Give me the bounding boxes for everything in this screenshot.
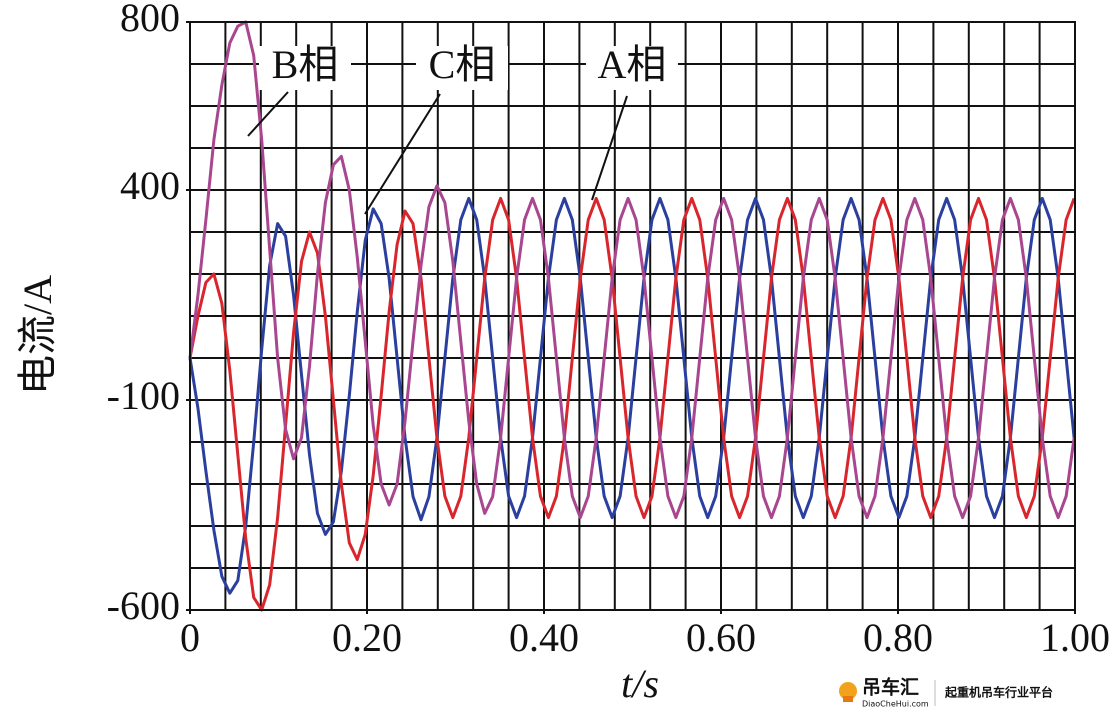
x-tick-label: 0.20 (332, 615, 402, 660)
x-tick-label: 0.40 (509, 615, 579, 660)
annotation-background (586, 46, 678, 90)
y-tick-label: 400 (120, 163, 180, 208)
series-line (188, 20, 1076, 520)
watermark-icon (843, 696, 853, 702)
x-tick-label: 0 (180, 615, 200, 660)
series-annotation: A相 (598, 42, 667, 87)
watermark-slogan: 起重机吊车行业平台 (944, 685, 1053, 700)
watermark-icon (839, 682, 857, 700)
y-tick-label: 800 (120, 0, 180, 40)
leader-line (364, 93, 441, 215)
annotations: B相 C相 A相 (189, 21, 1076, 611)
x-tick-label: 0.80 (863, 615, 933, 660)
lines (188, 20, 1076, 612)
series-line (188, 196, 1076, 612)
y-tick-label: -100 (107, 373, 180, 418)
series-annotation: B相 (272, 42, 339, 87)
leader-line (591, 95, 628, 201)
leader-line (247, 91, 289, 137)
plot-border (189, 21, 1076, 611)
x-tick-label: 0.60 (686, 615, 756, 660)
annotation-background (416, 46, 508, 90)
series-annotation: C相 (429, 42, 496, 87)
grid (189, 21, 1076, 611)
annotation-background (259, 46, 351, 90)
x-axis-label: t/s (621, 661, 659, 706)
y-axis-label: 电流/A (15, 275, 60, 395)
watermark-brand: 吊车汇 (862, 676, 919, 699)
y-tick-label: -600 (107, 583, 180, 628)
series-line (188, 196, 1076, 595)
watermark-site: DiaoCheHui.com (862, 700, 929, 709)
watermark: 吊车汇 DiaoCheHui.com 起重机吊车行业平台 (839, 676, 1053, 709)
x-tick-label: 1.00 (1040, 615, 1110, 660)
